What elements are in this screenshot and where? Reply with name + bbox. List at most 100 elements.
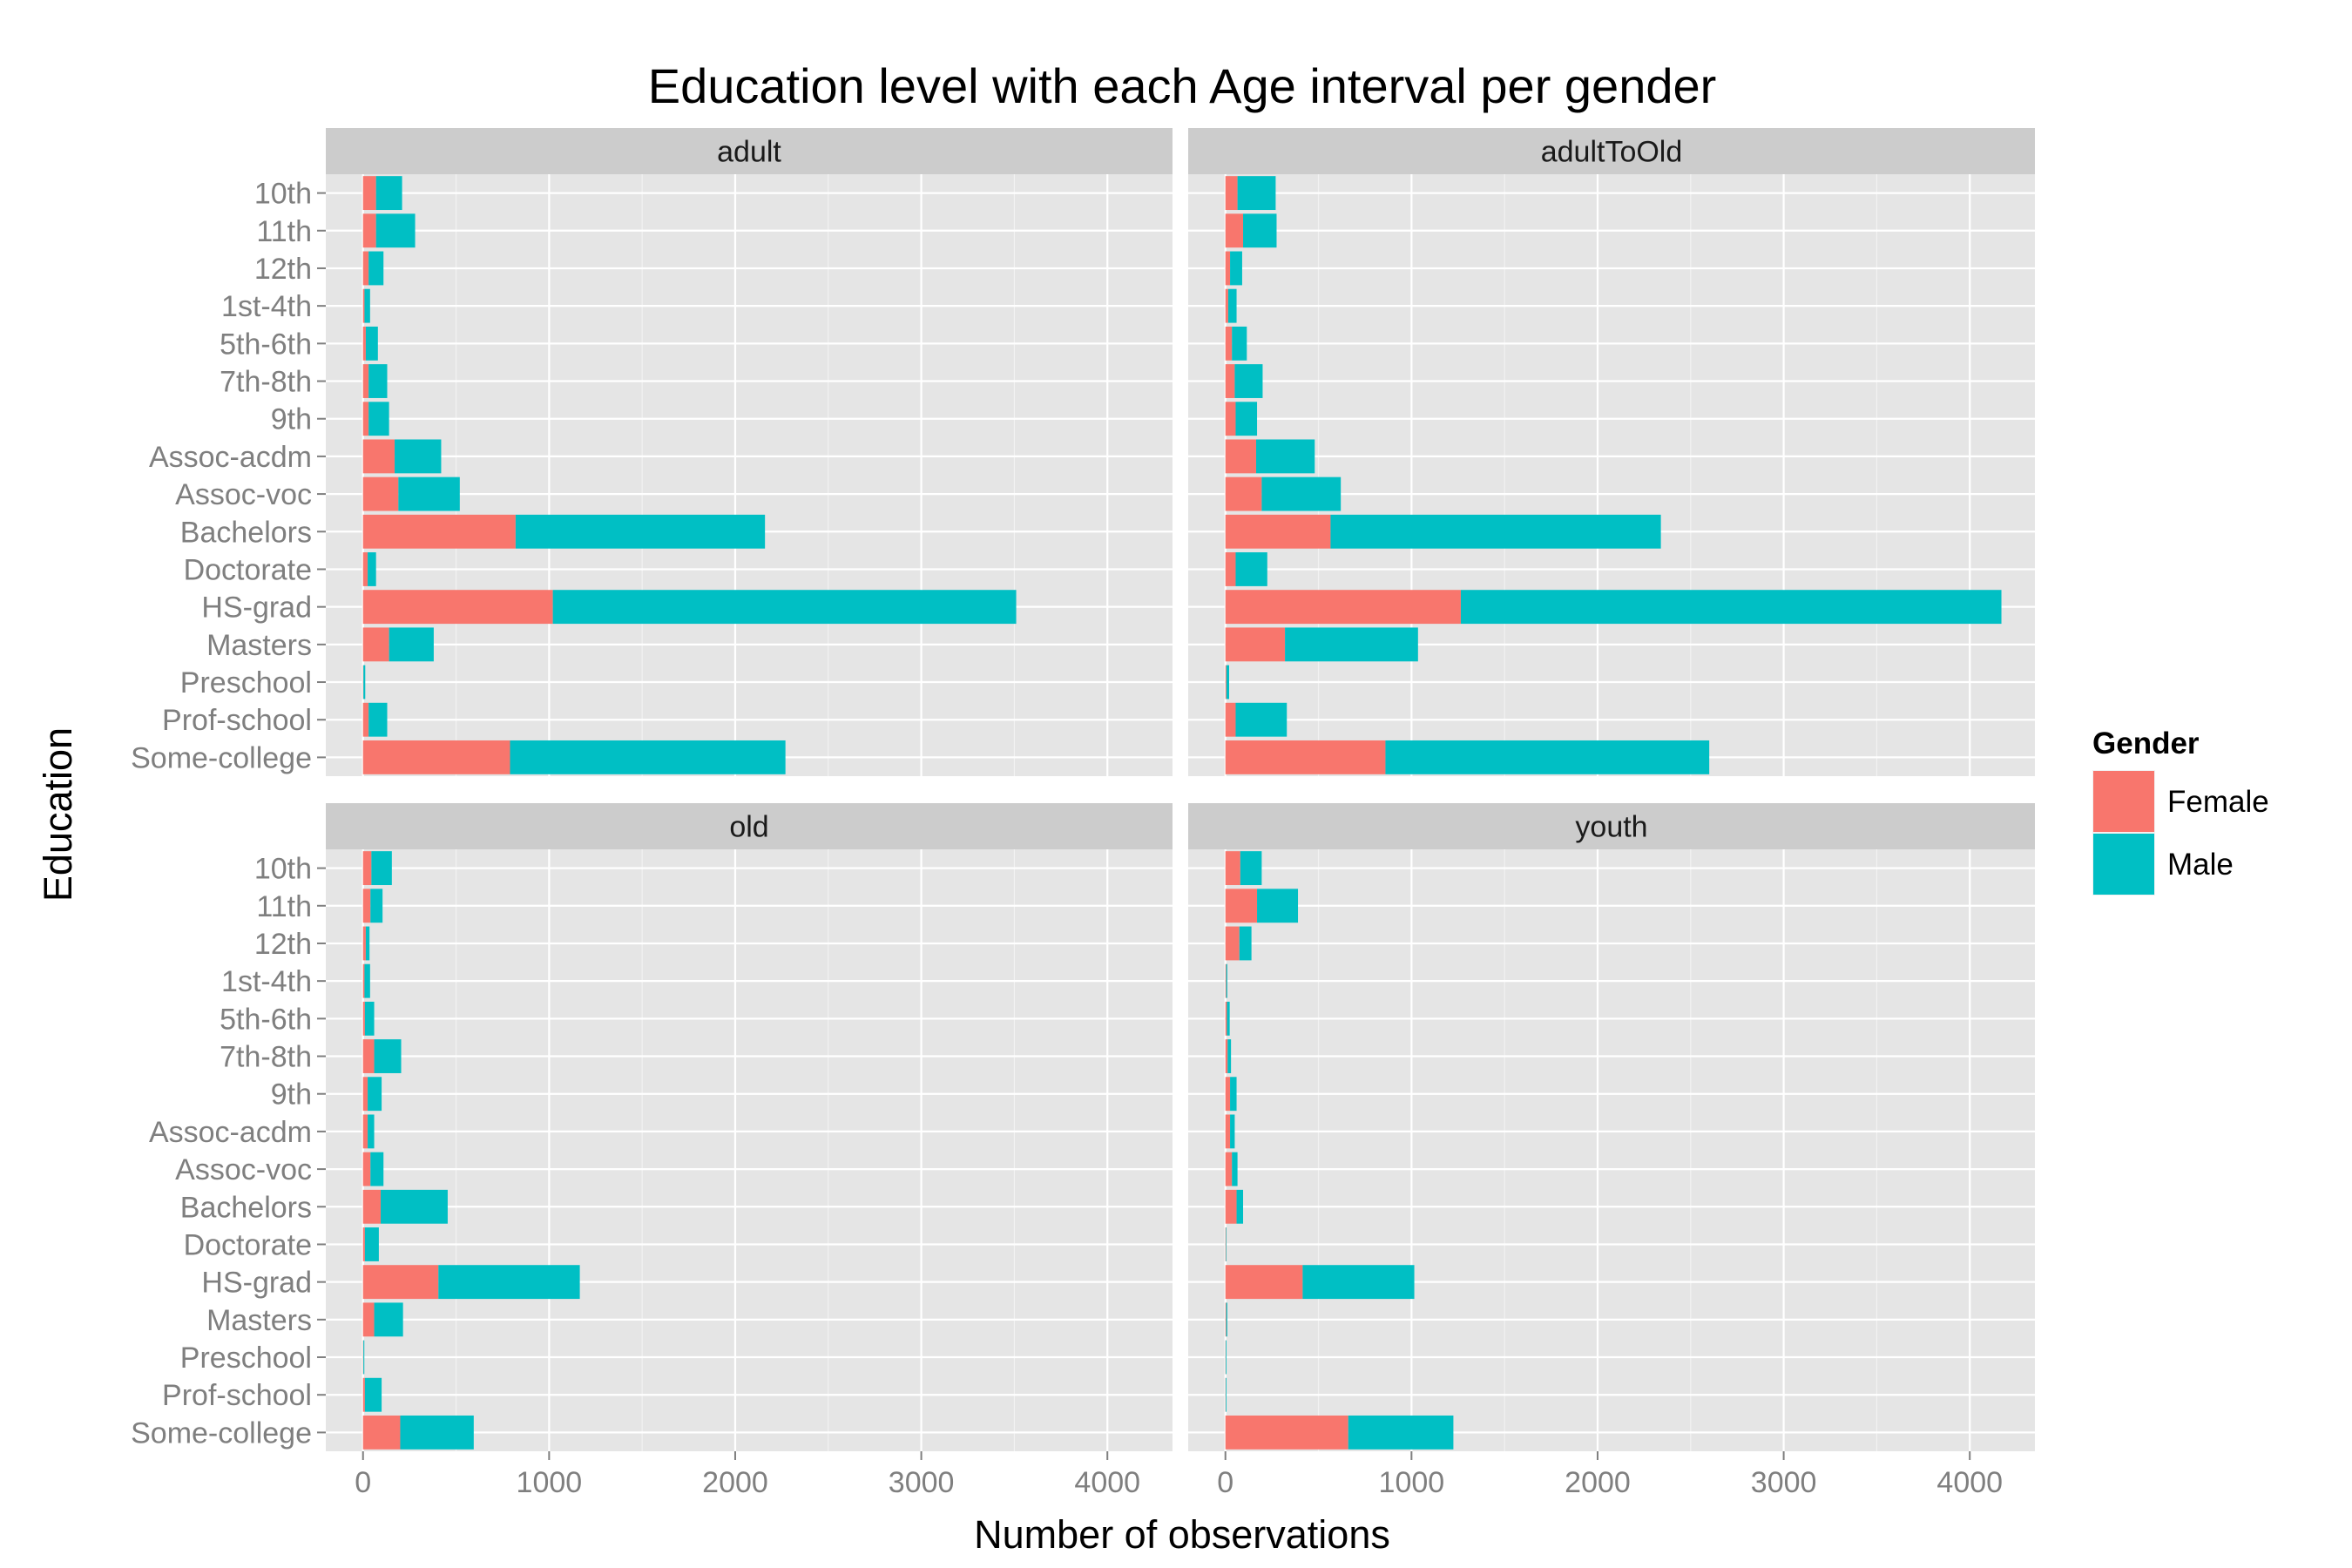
y-tick-label: 12th (254, 253, 312, 286)
y-tick-label: HS-grad (201, 1267, 312, 1300)
bar-male-Assoc-acdm (368, 1114, 375, 1149)
bar-female-Bachelors (1225, 514, 1331, 549)
bar-female-7th-8th (362, 1039, 375, 1073)
y-axis-title: Education (36, 727, 80, 902)
y-tick-label: Assoc-acdm (149, 1116, 312, 1149)
bar-female-9th (1225, 402, 1236, 436)
bar-male-Preschool (1226, 1340, 1227, 1375)
bar-male-12th (368, 251, 384, 286)
bar-male-1st-4th (364, 963, 370, 998)
bar-female-Prof-school (1225, 702, 1236, 737)
bar-female-10th (1225, 851, 1240, 886)
bar-female-Masters (362, 1302, 375, 1337)
y-tick-label: Assoc-acdm (149, 441, 312, 474)
y-tick-label: Prof-school (162, 1379, 312, 1412)
bar-female-HS-grad (1225, 590, 1461, 625)
bar-male-Masters (374, 1302, 403, 1337)
bar-female-Preschool (1225, 665, 1227, 700)
bar-female-Some-college (1225, 740, 1386, 774)
bar-female-1st-4th (1225, 288, 1228, 323)
bar-male-5th-6th (364, 1001, 375, 1036)
strip-label: old (729, 811, 768, 844)
bar-male-7th-8th (1234, 364, 1263, 398)
bar-male-Preschool (363, 1340, 365, 1375)
bar-male-Doctorate (1235, 552, 1267, 586)
strip-background (326, 128, 1173, 174)
bar-male-Preschool (363, 665, 366, 700)
y-tick-label: Preschool (180, 666, 312, 700)
bar-male-Doctorate (1226, 1227, 1227, 1261)
bar-male-12th (1239, 926, 1252, 961)
bar-male-12th (365, 926, 370, 961)
bar-male-7th-8th (374, 1039, 402, 1073)
panel-background (1188, 849, 2035, 1451)
bar-male-Assoc-voc (370, 1152, 384, 1186)
y-tick-label: 7th-8th (220, 366, 312, 399)
bar-female-Assoc-acdm (362, 439, 395, 474)
bar-female-12th (362, 926, 366, 961)
bar-male-10th (1240, 851, 1262, 886)
bar-female-7th-8th (362, 364, 369, 398)
bar-male-7th-8th (368, 364, 388, 398)
bar-male-HS-grad (1460, 590, 2002, 625)
chart-title: Education level with each Age interval p… (648, 58, 1717, 113)
bar-female-10th (362, 851, 372, 886)
bar-male-Bachelors (381, 1189, 448, 1224)
bar-female-1st-4th (362, 288, 365, 323)
panel-background (326, 174, 1173, 776)
bar-female-5th-6th (1225, 1001, 1227, 1036)
bar-female-Masters (1225, 1302, 1227, 1337)
y-tick-label: Assoc-voc (175, 478, 312, 511)
bar-female-10th (1225, 176, 1238, 211)
bar-female-11th (362, 889, 371, 923)
bar-female-1st-4th (362, 963, 365, 998)
bar-female-12th (362, 251, 369, 286)
legend-swatch-female (2093, 771, 2154, 832)
bar-male-Prof-school (1235, 702, 1288, 737)
bar-male-1st-4th (1227, 288, 1237, 323)
bar-male-Masters (389, 627, 434, 662)
panel-adultToOld: adultToOld (1188, 128, 2035, 776)
y-tick-label: Doctorate (184, 553, 312, 586)
bar-male-9th (1230, 1077, 1237, 1112)
bar-male-5th-6th (365, 326, 378, 361)
bar-female-7th-8th (1225, 364, 1235, 398)
y-tick-label: 1st-4th (221, 290, 312, 323)
bar-male-Preschool (1226, 665, 1229, 700)
bar-female-Assoc-acdm (1225, 1114, 1231, 1149)
bar-male-11th (375, 213, 416, 248)
bar-female-HS-grad (362, 590, 553, 625)
y-tick-label: Doctorate (184, 1228, 312, 1261)
bar-female-Prof-school (362, 1377, 365, 1412)
bar-male-HS-grad (552, 590, 1017, 625)
y-tick-label: 10th (254, 853, 312, 886)
y-tick-label: 11th (256, 890, 312, 923)
x-tick-label: 2000 (702, 1466, 768, 1499)
bar-female-Doctorate (1225, 552, 1236, 586)
bar-male-Bachelors (515, 514, 766, 549)
y-tick-label: Some-college (131, 1416, 312, 1450)
bar-female-Masters (362, 627, 389, 662)
y-tick-label: 11th (256, 215, 312, 248)
bar-male-Prof-school (364, 1377, 382, 1412)
bar-male-10th (375, 176, 402, 211)
bar-male-Assoc-voc (398, 476, 460, 511)
strip-label: adultToOld (1541, 136, 1683, 169)
bar-male-11th (370, 889, 383, 923)
x-tick-label: 3000 (889, 1466, 955, 1499)
y-tick-label: Masters (206, 629, 312, 662)
legend-label-male: Male (2167, 848, 2234, 882)
x-tick-label: 1000 (1379, 1466, 1445, 1499)
panel-youth: youth 0 1000 2000 3000 4000 (1188, 803, 2035, 1499)
bar-male-Masters (1285, 627, 1418, 662)
bar-female-HS-grad (1225, 1265, 1303, 1300)
bar-female-5th-6th (362, 1001, 365, 1036)
bar-female-Bachelors (362, 514, 516, 549)
bar-female-9th (1225, 1077, 1231, 1112)
bar-male-Some-college (510, 740, 786, 774)
x-tick-label: 4000 (1936, 1466, 2003, 1499)
x-tick-label: 0 (355, 1466, 371, 1499)
x-tick-label: 0 (1217, 1466, 1233, 1499)
x-tick-label: 3000 (1751, 1466, 1817, 1499)
